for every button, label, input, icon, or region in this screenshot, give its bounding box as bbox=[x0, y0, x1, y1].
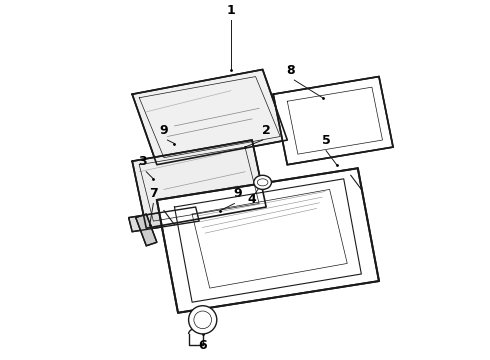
Text: 9: 9 bbox=[160, 123, 168, 136]
Text: 5: 5 bbox=[322, 134, 330, 147]
Polygon shape bbox=[273, 77, 393, 165]
Text: 8: 8 bbox=[287, 64, 295, 77]
Polygon shape bbox=[132, 140, 266, 228]
Text: 6: 6 bbox=[198, 339, 207, 352]
Ellipse shape bbox=[254, 175, 271, 189]
Polygon shape bbox=[136, 214, 157, 246]
Text: 9: 9 bbox=[234, 187, 242, 200]
Polygon shape bbox=[157, 168, 379, 313]
Ellipse shape bbox=[257, 179, 268, 186]
Polygon shape bbox=[129, 207, 199, 232]
Text: 4: 4 bbox=[247, 193, 256, 206]
Circle shape bbox=[194, 311, 212, 329]
Circle shape bbox=[189, 306, 217, 334]
Text: 7: 7 bbox=[149, 187, 158, 200]
Text: 2: 2 bbox=[262, 123, 270, 136]
Text: 3: 3 bbox=[139, 155, 147, 168]
Polygon shape bbox=[132, 69, 287, 165]
Text: 1: 1 bbox=[226, 4, 235, 17]
